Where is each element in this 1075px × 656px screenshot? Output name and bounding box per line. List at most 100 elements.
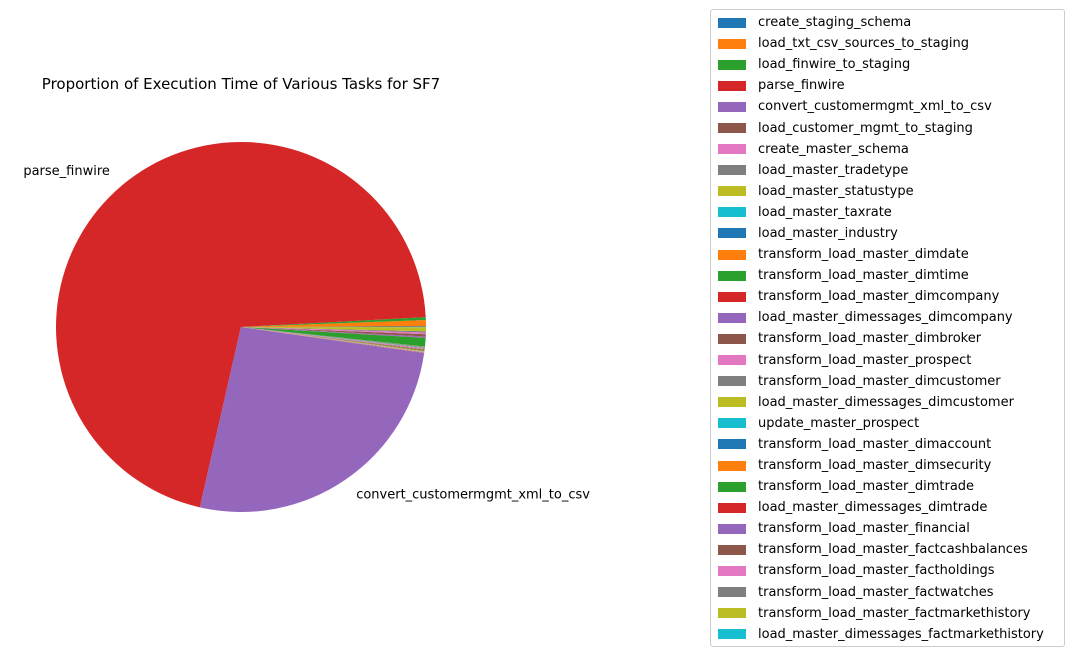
pie-slice-transform_load_master_dimsecurity — [241, 327, 425, 347]
pie-slice-load_customer_mgmt_to_staging — [241, 327, 425, 354]
legend-swatch — [718, 270, 746, 281]
legend-label: load_master_industry — [758, 225, 898, 241]
legend-label: transform_load_master_dimtrade — [758, 479, 975, 495]
legend-item: load_finwire_to_staging — [711, 54, 1064, 75]
pie-slice-load_master_dimessages_dimcustomer — [241, 327, 425, 348]
legend-item: transform_load_master_dimbroker — [711, 328, 1064, 349]
pie-slice-load_master_industry — [241, 327, 425, 352]
legend-swatch — [718, 418, 746, 429]
pie-slice-parse_finwire — [56, 141, 426, 508]
legend-label: transform_load_master_prospect — [758, 352, 972, 368]
pie-slice-transform_load_master_dimtime — [241, 327, 425, 351]
legend-swatch — [718, 101, 746, 112]
pie-slice-transform_load_master_financial — [241, 327, 426, 338]
legend-label: transform_load_master_factwatches — [758, 584, 994, 600]
legend-swatch — [718, 397, 746, 408]
legend-item: parse_finwire — [711, 75, 1064, 96]
legend-label: load_finwire_to_staging — [758, 57, 911, 73]
legend-item: transform_load_master_factmarkethistory — [711, 603, 1064, 624]
legend-swatch — [718, 439, 746, 450]
legend-label: transform_load_master_dimtime — [758, 268, 969, 284]
legend-swatch — [718, 59, 746, 70]
legend-swatch — [718, 587, 746, 598]
legend-label: parse_finwire — [758, 78, 845, 94]
legend-label: update_master_prospect — [758, 415, 920, 431]
legend-swatch — [718, 165, 746, 176]
legend-item: transform_load_master_dimdate — [711, 244, 1064, 265]
legend-item: transform_load_master_factholdings — [711, 560, 1064, 581]
chart-title: Proportion of Execution Time of Various … — [42, 75, 440, 93]
pie-slice-transform_load_master_dimcompany — [241, 327, 425, 351]
legend-swatch — [718, 17, 746, 28]
legend-item: load_master_dimessages_dimtrade — [711, 497, 1064, 518]
pie-slice-load_master_statustype — [241, 327, 425, 353]
legend-label: load_txt_csv_sources_to_staging — [758, 36, 969, 52]
legend-swatch — [718, 38, 746, 49]
legend-label: load_master_statustype — [758, 183, 914, 199]
legend-swatch — [718, 544, 746, 555]
slice-label-convert_customermgmt_xml_to_csv: convert_customermgmt_xml_to_csv — [356, 487, 590, 502]
legend-swatch — [718, 502, 746, 513]
legend-swatch — [718, 144, 746, 155]
legend-item: transform_load_master_prospect — [711, 350, 1064, 371]
legend-item: transform_load_master_financial — [711, 518, 1064, 539]
legend-swatch — [718, 565, 746, 576]
slice-label-parse_finwire: parse_finwire — [23, 164, 110, 179]
legend-swatch — [718, 123, 746, 134]
legend-item: load_customer_mgmt_to_staging — [711, 117, 1064, 138]
legend-label: transform_load_master_dimaccount — [758, 436, 992, 452]
legend-item: load_master_tradetype — [711, 160, 1064, 181]
pie-slice-transform_load_master_prospect — [241, 327, 425, 350]
legend-item: load_master_statustype — [711, 181, 1064, 202]
legend-item: transform_load_master_dimcompany — [711, 286, 1064, 307]
pie-slice-transform_load_master_dimbroker — [241, 327, 425, 350]
pie-slice-transform_load_master_factcashbalances — [241, 327, 426, 337]
pie-slice-load_master_dimessages_dimtrade — [241, 327, 426, 338]
legend-swatch — [718, 355, 746, 366]
pie-slice-transform_load_master_dimtrade — [241, 327, 426, 347]
legend-item: load_txt_csv_sources_to_staging — [711, 33, 1064, 54]
legend-item: transform_load_master_dimtime — [711, 265, 1064, 286]
legend-label: transform_load_master_factmarkethistory — [758, 605, 1031, 621]
legend-item: create_staging_schema — [711, 12, 1064, 33]
legend-label: load_master_dimessages_dimcustomer — [758, 394, 1014, 410]
legend-label: load_master_taxrate — [758, 204, 892, 220]
pie-slice-transform_load_master_factholdings — [241, 327, 426, 335]
legend-item: load_master_dimessages_dimcustomer — [711, 392, 1064, 413]
legend-swatch — [718, 460, 746, 471]
legend: create_staging_schema load_txt_csv_source… — [710, 9, 1065, 647]
legend-label: load_master_dimessages_factmarkethistory — [758, 626, 1044, 642]
legend-swatch — [718, 291, 746, 302]
legend-label: transform_load_master_factholdings — [758, 563, 995, 579]
legend-item: load_master_taxrate — [711, 202, 1064, 223]
legend-swatch — [718, 249, 746, 260]
legend-label: create_staging_schema — [758, 15, 912, 31]
legend-swatch — [718, 207, 746, 218]
legend-label: convert_customermgmt_xml_to_csv — [758, 99, 992, 115]
legend-item: convert_customermgmt_xml_to_csv — [711, 96, 1064, 117]
pie-slice-transform_load_master_dimdate — [241, 327, 425, 352]
legend-label: transform_load_master_dimsecurity — [758, 458, 992, 474]
legend-item: transform_load_master_dimtrade — [711, 476, 1064, 497]
legend-swatch — [718, 333, 746, 344]
legend-swatch — [718, 629, 746, 640]
pie-slice-update_master_prospect — [241, 327, 425, 348]
pie-slice-transform_load_master_factwatches — [241, 327, 426, 333]
legend-label: load_master_tradetype — [758, 162, 909, 178]
slice-labels: parse_finwire convert_customermgmt_xml_to… — [23, 164, 590, 502]
legend-label: transform_load_master_dimcustomer — [758, 373, 1001, 389]
pie-slice-transform_load_master_factmarkethistory — [241, 327, 426, 332]
legend-swatch — [718, 80, 746, 91]
legend-label: transform_load_master_dimcompany — [758, 289, 1000, 305]
pie-slice-create_master_schema — [241, 327, 425, 353]
legend-item: update_master_prospect — [711, 413, 1064, 434]
legend-swatch — [718, 312, 746, 323]
legend-item: transform_load_master_factwatches — [711, 582, 1064, 603]
legend-item: transform_load_master_dimcustomer — [711, 371, 1064, 392]
legend-swatch — [718, 608, 746, 619]
legend-label: transform_load_master_factcashbalances — [758, 542, 1028, 558]
pie-slice-load_txt_csv_sources_to_staging — [241, 320, 426, 327]
legend-swatch — [718, 481, 746, 492]
legend-label: transform_load_master_financial — [758, 521, 970, 537]
